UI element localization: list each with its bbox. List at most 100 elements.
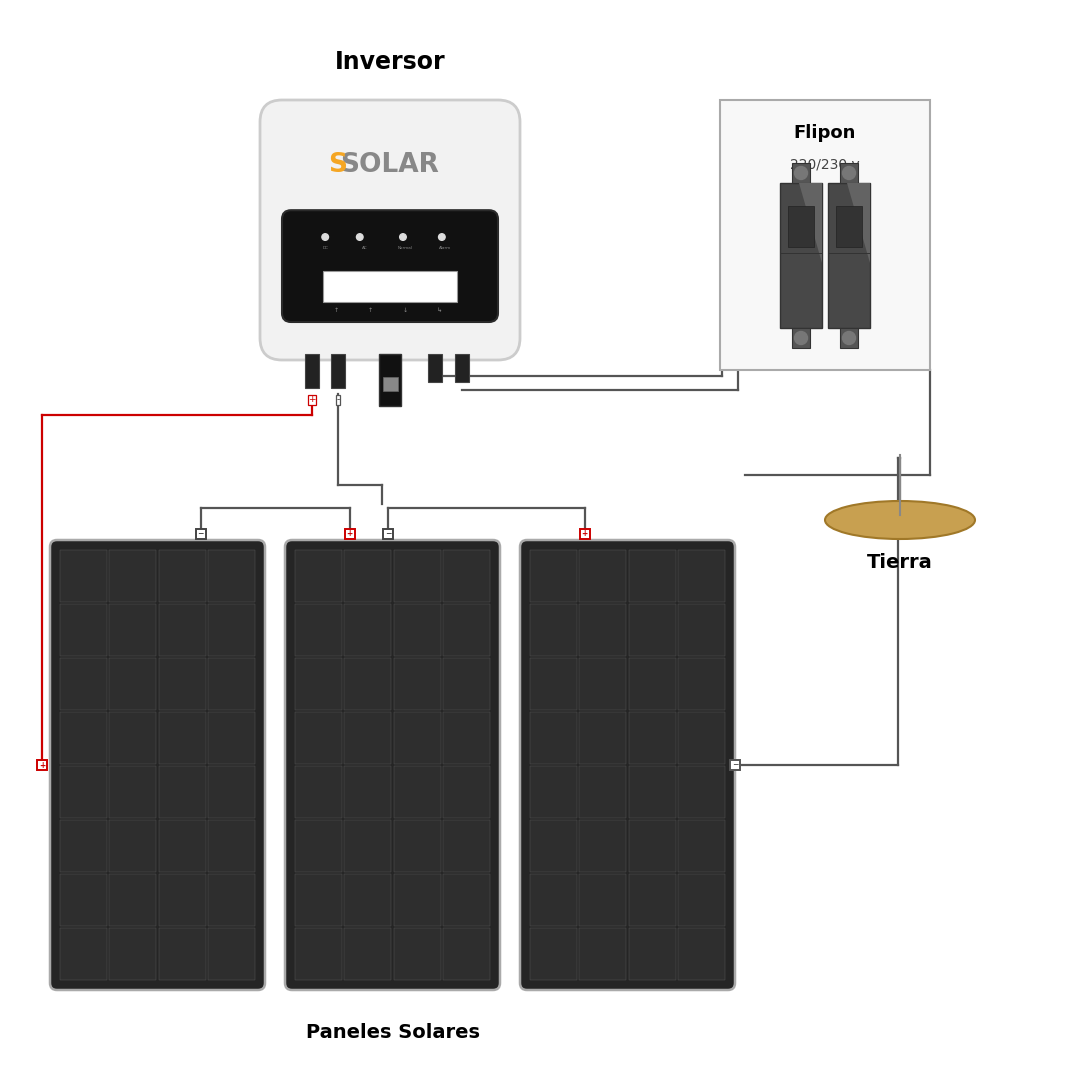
Bar: [579, 658, 626, 710]
FancyBboxPatch shape: [285, 540, 500, 990]
Bar: [530, 658, 577, 710]
Bar: [678, 874, 725, 926]
Bar: [109, 820, 157, 872]
Bar: [530, 766, 577, 818]
Bar: [109, 766, 157, 818]
Bar: [345, 820, 391, 872]
Bar: [678, 820, 725, 872]
Bar: [443, 820, 490, 872]
Text: +: +: [347, 529, 353, 539]
Bar: [295, 604, 342, 656]
Circle shape: [322, 233, 328, 241]
Bar: [60, 766, 107, 818]
Bar: [159, 550, 205, 602]
Bar: [295, 820, 342, 872]
Bar: [678, 604, 725, 656]
Bar: [788, 206, 813, 247]
Bar: [159, 928, 205, 980]
Circle shape: [795, 166, 808, 179]
Bar: [428, 354, 442, 382]
Bar: [60, 820, 107, 872]
Bar: [345, 766, 391, 818]
Bar: [208, 766, 255, 818]
Bar: [455, 354, 469, 382]
Bar: [394, 766, 441, 818]
Bar: [530, 604, 577, 656]
Text: −: −: [198, 529, 204, 539]
Circle shape: [400, 233, 406, 241]
Text: 220/230 v: 220/230 v: [791, 158, 860, 172]
Bar: [208, 658, 255, 710]
Bar: [678, 658, 725, 710]
Bar: [295, 550, 342, 602]
Circle shape: [438, 233, 445, 241]
Text: Tierra: Tierra: [867, 553, 933, 571]
Bar: [109, 928, 157, 980]
Bar: [629, 712, 676, 764]
Bar: [678, 766, 725, 818]
Circle shape: [795, 332, 808, 345]
Ellipse shape: [825, 501, 975, 539]
Bar: [579, 766, 626, 818]
Text: Flipon: Flipon: [794, 124, 856, 141]
Bar: [109, 712, 157, 764]
Bar: [443, 550, 490, 602]
Text: SOLAR: SOLAR: [340, 152, 440, 178]
Bar: [678, 712, 725, 764]
Bar: [379, 354, 401, 406]
Bar: [345, 874, 391, 926]
Bar: [443, 712, 490, 764]
Bar: [443, 604, 490, 656]
Bar: [792, 163, 810, 183]
Bar: [828, 183, 870, 328]
Bar: [394, 604, 441, 656]
Text: ↓: ↓: [403, 308, 408, 313]
Bar: [530, 712, 577, 764]
Bar: [530, 874, 577, 926]
Bar: [208, 874, 255, 926]
Bar: [295, 766, 342, 818]
Bar: [579, 550, 626, 602]
Bar: [579, 928, 626, 980]
Bar: [208, 712, 255, 764]
Bar: [159, 604, 205, 656]
Text: Normal: Normal: [397, 246, 413, 251]
Bar: [109, 874, 157, 926]
Text: ↳: ↳: [437, 308, 443, 313]
Bar: [60, 550, 107, 602]
Text: Paneles Solares: Paneles Solares: [306, 1023, 480, 1041]
Bar: [629, 658, 676, 710]
Text: −: −: [732, 760, 739, 769]
Bar: [109, 604, 157, 656]
FancyBboxPatch shape: [519, 540, 735, 990]
Bar: [295, 658, 342, 710]
Circle shape: [842, 166, 855, 179]
Bar: [159, 820, 205, 872]
Bar: [330, 354, 345, 388]
Bar: [394, 712, 441, 764]
Bar: [443, 766, 490, 818]
Bar: [629, 820, 676, 872]
Text: +: +: [39, 760, 45, 769]
Bar: [530, 928, 577, 980]
Bar: [159, 658, 205, 710]
Bar: [629, 550, 676, 602]
Text: +: +: [308, 395, 315, 405]
Bar: [109, 550, 157, 602]
Bar: [208, 928, 255, 980]
Bar: [295, 928, 342, 980]
Bar: [394, 658, 441, 710]
Circle shape: [842, 332, 855, 345]
Bar: [629, 928, 676, 980]
Bar: [629, 604, 676, 656]
Bar: [60, 658, 107, 710]
Bar: [678, 928, 725, 980]
Circle shape: [356, 233, 363, 241]
Bar: [382, 377, 397, 391]
Bar: [345, 658, 391, 710]
Bar: [780, 183, 822, 328]
Bar: [530, 820, 577, 872]
Bar: [443, 658, 490, 710]
Bar: [840, 328, 859, 348]
FancyBboxPatch shape: [282, 211, 498, 322]
